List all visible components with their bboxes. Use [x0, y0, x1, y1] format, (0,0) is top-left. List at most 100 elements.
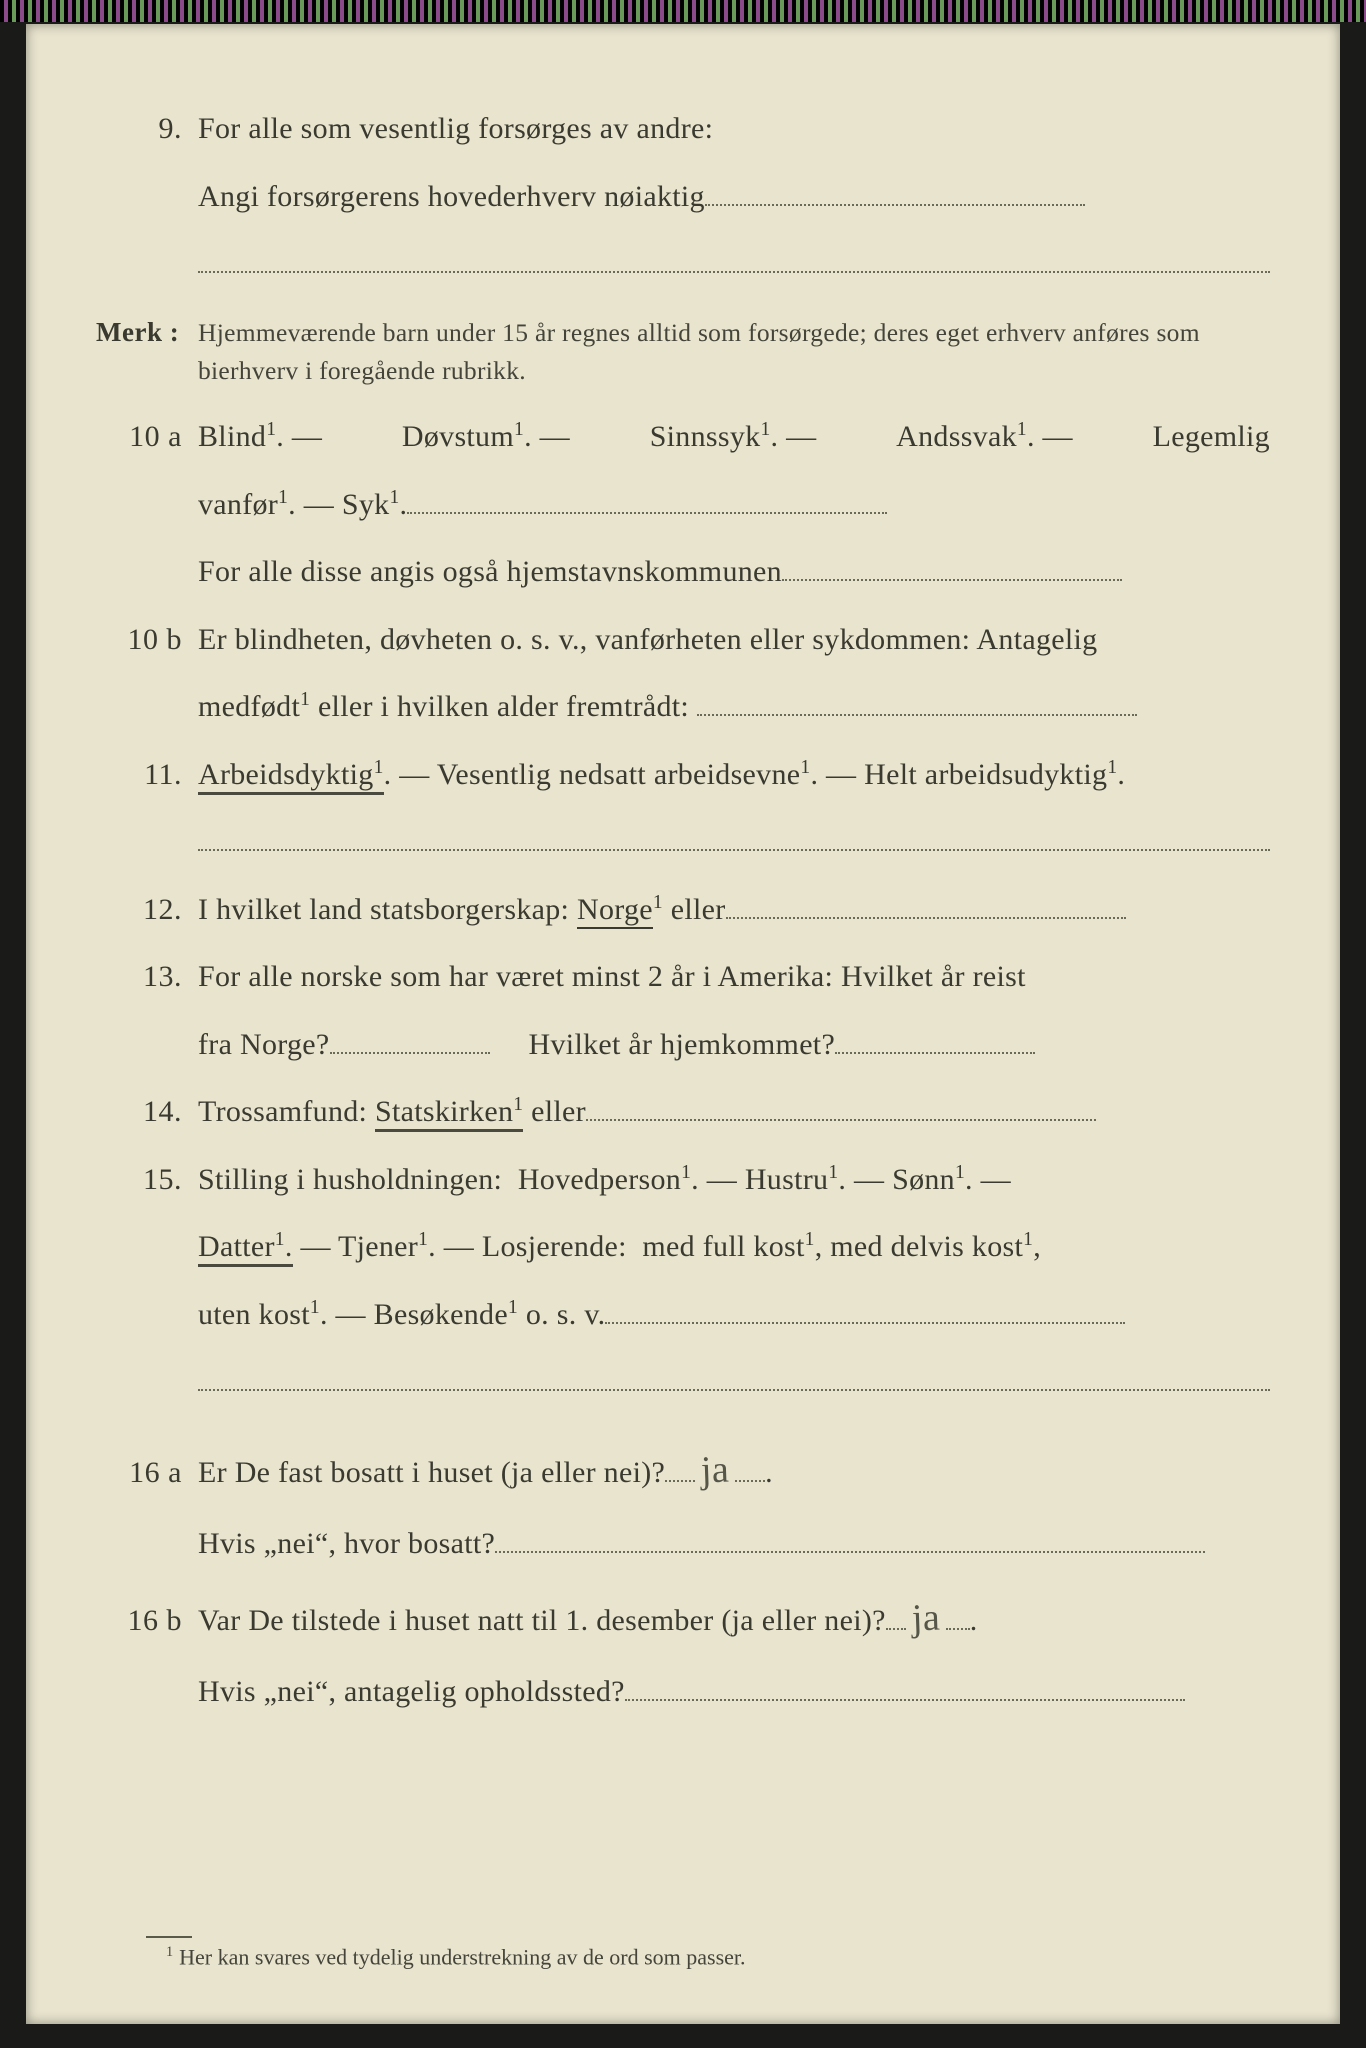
- footnote-rule: [146, 1936, 192, 1938]
- question-15-line1: 15. Stilling i husholdningen: Hovedperso…: [96, 1155, 1270, 1205]
- merk-text: Hjemmeværende barn under 15 år regnes al…: [198, 314, 1270, 391]
- question-10a-line2: vanfør1. — Syk1.: [96, 480, 1270, 530]
- question-text: Hvis „nei“, hvor bosatt?: [198, 1527, 495, 1560]
- question-number: 11.: [96, 750, 198, 800]
- option: med delvis kost: [830, 1230, 1023, 1263]
- question-9-line1: 9. For alle som vesentlig forsørges av a…: [96, 104, 1270, 154]
- option: Syk: [342, 488, 390, 521]
- question-text: For alle som vesentlig forsørges av andr…: [198, 104, 1270, 154]
- option: Blind: [198, 420, 266, 453]
- question-11-fill: [96, 817, 1270, 867]
- option: Sønn: [892, 1163, 955, 1196]
- question-15-line2: Datter1. — Tjener1. — Losjerende: med fu…: [96, 1222, 1270, 1272]
- census-form-page: 9. For alle som vesentlig forsørges av a…: [26, 24, 1340, 2024]
- option: med full kost: [642, 1230, 804, 1263]
- handwritten-answer: ja: [700, 1438, 730, 1502]
- question-14: 14. Trossamfund: Statskirken1 eller: [96, 1087, 1270, 1137]
- question-13-line1: 13. For alle norske som har været minst …: [96, 952, 1270, 1002]
- question-16b-line1: 16 b Var De tilstede i huset natt til 1.…: [96, 1587, 1270, 1650]
- fill-line: [735, 1453, 765, 1482]
- question-text: Stilling i husholdningen:: [198, 1163, 502, 1196]
- footnote-marker: 1: [166, 1944, 173, 1960]
- fill-line: [835, 1025, 1035, 1054]
- question-15-line3: uten kost1. — Besøkende1 o. s. v.: [96, 1290, 1270, 1340]
- fill-line: [625, 1672, 1185, 1701]
- question-text: eller: [523, 1095, 586, 1128]
- option: Døvstum: [402, 420, 514, 453]
- footnote-text: 1Her kan svares ved tydelig understrekni…: [166, 1944, 1270, 1970]
- question-text: Losjerende:: [482, 1230, 627, 1263]
- option: Tjener: [338, 1230, 418, 1263]
- footnote-block: 1Her kan svares ved tydelig understrekni…: [96, 1936, 1270, 1970]
- question-10b-line1: 10 b Er blindheten, døvheten o. s. v., v…: [96, 615, 1270, 665]
- fill-line: [886, 1601, 906, 1630]
- fill-line: [946, 1601, 970, 1630]
- option: Sinnssyk: [650, 420, 761, 453]
- question-number: 12.: [96, 885, 198, 935]
- option: Andssvak: [896, 420, 1017, 453]
- question-16a-line1: 16 a Er De fast bosatt i huset (ja eller…: [96, 1439, 1270, 1502]
- option: Besøkende: [374, 1298, 508, 1331]
- merk-label: Merk :: [96, 307, 198, 355]
- question-10a-line3: For alle disse angis også hjemstavnskomm…: [96, 547, 1270, 597]
- question-text: o. s. v.: [518, 1298, 605, 1331]
- option-selected: Datter1.: [198, 1230, 293, 1267]
- fill-line: [330, 1025, 490, 1054]
- merk-note: Merk : Hjemmeværende barn under 15 år re…: [96, 307, 1270, 391]
- option: Legemlig: [1153, 420, 1270, 453]
- question-text: Hvis „nei“, antagelig opholdssted?: [198, 1675, 625, 1708]
- question-11: 11. Arbeidsdyktig1. — Vesentlig nedsatt …: [96, 750, 1270, 800]
- question-text: Trossamfund:: [198, 1095, 375, 1128]
- question-text: Er blindheten, døvheten o. s. v., vanfør…: [198, 615, 1270, 665]
- handwritten-answer: ja: [911, 1586, 941, 1650]
- option: Hustru: [745, 1163, 828, 1196]
- question-number: 13.: [96, 952, 198, 1002]
- fill-line: [586, 1092, 1096, 1121]
- fill-line: [726, 890, 1126, 919]
- fill-line: [198, 1362, 1270, 1391]
- question-12: 12. I hvilket land statsborgerskap: Norg…: [96, 885, 1270, 935]
- question-text: Var De tilstede i huset natt til 1. dese…: [198, 1604, 886, 1637]
- question-number: 10 b: [96, 615, 198, 665]
- fill-line: [198, 822, 1270, 851]
- fill-line: [705, 177, 1085, 206]
- question-text: eller i hvilken alder fremtrådt:: [310, 690, 689, 723]
- question-10b-line2: medfødt1 eller i hvilken alder fremtrådt…: [96, 682, 1270, 732]
- option: Vesentlig nedsatt arbeidsevne: [437, 758, 801, 791]
- question-9-fill: [96, 239, 1270, 289]
- question-text: Angi forsørgerens hovederhverv nøiaktig: [198, 180, 705, 213]
- question-number: 15.: [96, 1155, 198, 1205]
- fill-line: [605, 1295, 1125, 1324]
- question-16a-line2: Hvis „nei“, hvor bosatt?: [96, 1519, 1270, 1569]
- fill-line: [407, 485, 887, 514]
- question-number: 10 a: [96, 412, 198, 462]
- question-text: Er De fast bosatt i huset (ja eller nei)…: [198, 1456, 665, 1489]
- question-13-line2: fra Norge? Hvilket år hjemkommet?: [96, 1020, 1270, 1070]
- question-number: 14.: [96, 1087, 198, 1137]
- fill-line: [697, 687, 1137, 716]
- option-selected: Statskirken1: [375, 1095, 523, 1132]
- question-10a-line1: 10 a Blind1. — Døvstum1. — Sinnssyk1. — …: [96, 412, 1270, 462]
- question-number: 9.: [96, 104, 198, 154]
- question-15-fill: [96, 1357, 1270, 1407]
- option: medfødt: [198, 690, 300, 723]
- question-text: Hvilket år hjemkommet?: [529, 1028, 836, 1061]
- option: Hovedperson: [518, 1163, 681, 1196]
- scan-top-edge: [0, 0, 1366, 22]
- question-9-line2: Angi forsørgerens hovederhverv nøiaktig: [96, 172, 1270, 222]
- question-16b-line2: Hvis „nei“, antagelig opholdssted?: [96, 1667, 1270, 1717]
- fill-line: [782, 552, 1122, 581]
- option: uten kost: [198, 1298, 310, 1331]
- option: vanfør: [198, 488, 278, 521]
- question-number: 16 b: [96, 1596, 198, 1646]
- fill-line: [198, 244, 1270, 273]
- option-selected: Norge: [577, 893, 653, 929]
- question-text: fra Norge?: [198, 1028, 330, 1061]
- question-text: eller: [663, 893, 726, 926]
- question-number: 16 a: [96, 1448, 198, 1498]
- option: Helt arbeidsudyktig: [864, 758, 1107, 791]
- fill-line: [495, 1524, 1205, 1553]
- option-selected: Arbeidsdyktig1: [198, 758, 384, 795]
- question-text: For alle disse angis også hjemstavnskomm…: [198, 555, 782, 588]
- question-text: For alle norske som har været minst 2 år…: [198, 952, 1270, 1002]
